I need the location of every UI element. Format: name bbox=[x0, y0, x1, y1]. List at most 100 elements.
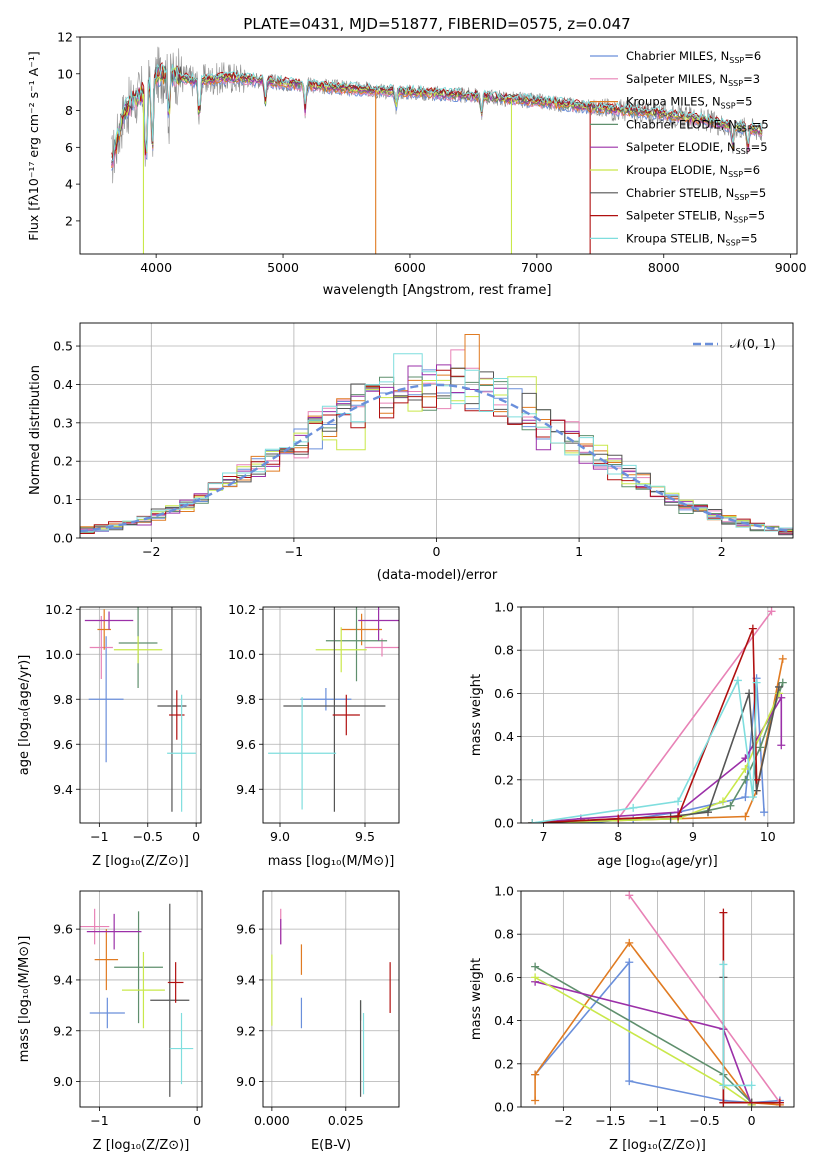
weight-marker bbox=[629, 803, 638, 812]
legend-label: Salpeter STELIB, NSSP=5 bbox=[626, 209, 765, 225]
legend-label-tail: =3 bbox=[743, 72, 760, 86]
legend-label: Salpeter MILES, NSSP=3 bbox=[626, 72, 760, 88]
legend-label-sub: SSP bbox=[729, 56, 744, 65]
legend-label: Salpeter ELODIE, NSSP=5 bbox=[626, 140, 768, 156]
y-tick-label: 0.6 bbox=[494, 686, 514, 701]
axes-frame bbox=[520, 606, 795, 824]
spectrum-panel: PLATE=0431, MJD=51877, FIBERID=0575, z=0… bbox=[26, 15, 807, 298]
legend-label-main: Salpeter ELODIE, N bbox=[626, 140, 736, 154]
weight-marker bbox=[625, 1077, 634, 1086]
y-tick-label: 9.4 bbox=[236, 972, 256, 987]
weight-line bbox=[534, 980, 753, 1106]
axes-frame bbox=[79, 36, 798, 255]
legend-label-main: Salpeter STELIB, N bbox=[626, 209, 733, 223]
errorbar-point bbox=[268, 697, 337, 810]
x-tick-label: 4000 bbox=[140, 260, 172, 275]
weight-marker bbox=[775, 1098, 784, 1107]
x-tick-label: 2 bbox=[718, 544, 726, 559]
errorbar-point bbox=[169, 1012, 194, 1085]
y-tick-label: 0.5 bbox=[53, 339, 73, 354]
legend-label-sub: SSP bbox=[721, 102, 736, 111]
legend-label-sub: SSP bbox=[726, 238, 741, 247]
weight-series bbox=[528, 607, 787, 823]
errorbar-point bbox=[341, 613, 382, 646]
weight-line bbox=[532, 677, 758, 823]
y-tick-label: 9.4 bbox=[53, 972, 73, 987]
x-tick-label: 9.5 bbox=[355, 829, 375, 844]
y-tick-label: 9.8 bbox=[53, 692, 73, 707]
model-spectrum-line bbox=[111, 65, 763, 164]
y-tick-label: 0.3 bbox=[53, 415, 73, 430]
weight-marker bbox=[775, 682, 784, 691]
weight-marker bbox=[726, 801, 735, 810]
y-tick-label: 10.0 bbox=[45, 647, 73, 662]
errorbar-point bbox=[113, 636, 163, 664]
x-tick-label: 0.000 bbox=[254, 1113, 290, 1128]
x-tick-label: 0.025 bbox=[328, 1113, 364, 1128]
weight-marker bbox=[752, 678, 761, 687]
legend-label-sub: SSP bbox=[733, 216, 748, 225]
legend-label: Kroupa ELODIE, NSSP=6 bbox=[626, 163, 760, 179]
weight-marker bbox=[777, 693, 786, 702]
y-tick-label: 4 bbox=[65, 177, 73, 192]
errorbar-point bbox=[121, 951, 165, 1029]
x-tick-label: 7 bbox=[539, 829, 547, 844]
y-tick-label: 0.2 bbox=[494, 1056, 514, 1071]
errorbar-point bbox=[84, 611, 134, 630]
weight-marker bbox=[741, 775, 750, 784]
errorbar-point bbox=[332, 694, 360, 736]
x-tick-label: 5000 bbox=[267, 260, 299, 275]
x-tick-label: 7000 bbox=[521, 260, 553, 275]
weight-marker bbox=[674, 812, 683, 821]
weight-line bbox=[532, 610, 773, 823]
weight-marker bbox=[719, 1098, 728, 1107]
model-spectrum-line bbox=[111, 63, 763, 161]
weight-marker bbox=[625, 891, 634, 900]
y-tick-label: 9.6 bbox=[53, 737, 73, 752]
weight-marker bbox=[531, 962, 540, 971]
legend-label-main: Kroupa MILES, N bbox=[626, 95, 721, 109]
x-tick-label: 9 bbox=[689, 829, 697, 844]
errorbar-point bbox=[94, 929, 119, 991]
legend-label-main: Salpeter MILES, N bbox=[626, 72, 728, 86]
axis-ylabel: mass weight bbox=[469, 674, 484, 756]
weight-marker bbox=[625, 938, 634, 947]
x-tick-label: 0 bbox=[192, 829, 200, 844]
x-tick-label: −0.5 bbox=[689, 1113, 719, 1128]
spectrum-title: PLATE=0431, MJD=51877, FIBERID=0575, z=0… bbox=[243, 15, 630, 33]
legend-label-sub: SSP bbox=[737, 124, 752, 133]
axis-xlabel: Z [log₁₀(Z/Z⊙)] bbox=[609, 1138, 706, 1153]
y-tick-label: 0.4 bbox=[53, 377, 73, 392]
model-spectrum-line bbox=[111, 70, 763, 171]
errorbar-point bbox=[150, 903, 190, 1097]
errorbar-point bbox=[358, 607, 399, 641]
y-tick-label: 0.4 bbox=[494, 1013, 514, 1028]
legend-label-main: Kroupa ELODIE, N bbox=[626, 163, 728, 177]
y-tick-label: 1.0 bbox=[494, 884, 514, 899]
legend-label-tail: =5 bbox=[749, 186, 766, 200]
legend-label: Kroupa MILES, NSSP=5 bbox=[626, 95, 752, 111]
errorbar-point bbox=[300, 688, 352, 711]
x-tick-label: −1 bbox=[90, 1113, 108, 1128]
weight-marker bbox=[741, 812, 750, 821]
y-tick-label: 9.4 bbox=[236, 782, 256, 797]
legend-label-tail: =6 bbox=[744, 49, 761, 63]
spectrum-xlabel: wavelength [Angstrom, rest frame] bbox=[323, 283, 552, 298]
y-tick-label: 0.1 bbox=[53, 492, 73, 507]
y-tick-label: 9.6 bbox=[236, 922, 256, 937]
weight-line bbox=[534, 976, 753, 1106]
x-tick-label: 9.0 bbox=[270, 829, 290, 844]
weight-marker bbox=[614, 814, 623, 823]
x-tick-label: −2 bbox=[554, 1113, 572, 1128]
y-tick-label: 6 bbox=[65, 140, 73, 155]
x-tick-label: 6000 bbox=[394, 260, 426, 275]
weight-marker bbox=[741, 765, 750, 773]
y-tick-label: 2 bbox=[65, 213, 73, 228]
weight-marker bbox=[719, 960, 728, 969]
legend-label-tail: =5 bbox=[748, 209, 765, 223]
errorbar-point bbox=[86, 913, 142, 950]
weight-marker bbox=[748, 793, 757, 802]
y-tick-label: 12 bbox=[57, 30, 73, 45]
y-tick-label: 0.8 bbox=[494, 643, 514, 658]
y-tick-label: 0.8 bbox=[494, 927, 514, 942]
